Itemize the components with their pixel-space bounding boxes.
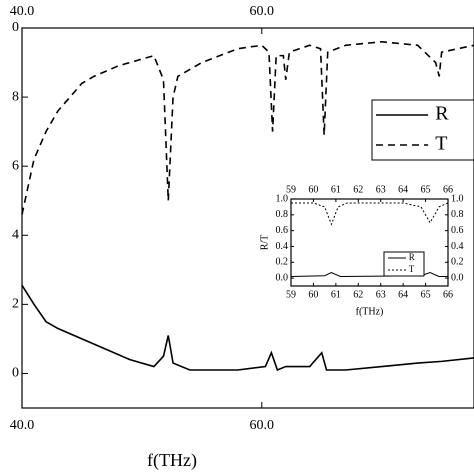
x-tick-label: 62 xyxy=(353,289,363,300)
y-tick-label: 4 xyxy=(12,227,19,242)
y-tick-label: 0.2 xyxy=(276,257,289,268)
x-tick-label: 66 xyxy=(443,289,453,300)
x-top-tick-label: 63 xyxy=(376,184,386,195)
y-right-tick-label: 0.6 xyxy=(451,225,464,236)
y-right-tick-label: 0.2 xyxy=(451,257,464,268)
y-tick-label: 1.0 xyxy=(276,193,289,204)
line-series xyxy=(290,272,448,278)
x-top-tick-label: 40.0 xyxy=(10,4,35,19)
x-tick-label: 60 xyxy=(308,289,318,300)
y-right-tick-label: 0.8 xyxy=(451,209,464,220)
x-top-tick-label: 61 xyxy=(331,184,341,195)
x-top-tick-label: 62 xyxy=(353,184,363,195)
x-axis-label: f(THz) xyxy=(147,450,197,471)
y-right-tick-label: 0.4 xyxy=(451,241,464,252)
y-tick-label: 0 xyxy=(12,20,19,35)
y-tick-label: 0 xyxy=(12,366,19,381)
x-tick-label: 40.0 xyxy=(10,418,35,433)
y-tick-label: 8 xyxy=(12,89,19,104)
legend-box xyxy=(371,99,474,161)
y-tick-label: 0.8 xyxy=(276,209,289,220)
x-top-tick-label: 60.0 xyxy=(250,4,275,19)
x-tick-label: 59 xyxy=(286,289,296,300)
x-tick-label: 64 xyxy=(398,289,408,300)
x-tick-label: 63 xyxy=(376,289,386,300)
x-top-tick-label: 64 xyxy=(398,184,408,195)
y-tick-label: 0.4 xyxy=(276,241,289,252)
line-series xyxy=(21,284,474,372)
x-tick-label: 60.0 xyxy=(250,418,275,433)
x-top-tick-label: 66 xyxy=(443,184,453,195)
legend-label: R xyxy=(409,252,415,262)
legend-box xyxy=(383,251,425,277)
y-right-tick-label: 0.0 xyxy=(451,272,464,283)
legend-label: T xyxy=(409,264,415,274)
y-tick-label: 6 xyxy=(12,158,19,173)
y-tick-label: 0.6 xyxy=(276,225,289,236)
legend-label: R xyxy=(435,103,449,125)
y-axis-label: R/T xyxy=(259,235,270,251)
x-top-tick-label: 65 xyxy=(421,184,431,195)
line-series xyxy=(291,202,449,226)
x-top-tick-label: 59 xyxy=(286,184,296,195)
y-right-tick-label: 1.0 xyxy=(451,193,464,204)
line-series xyxy=(21,41,474,215)
x-tick-label: 65 xyxy=(421,289,431,300)
y-tick-label: 0.0 xyxy=(276,272,289,283)
x-tick-label: 61 xyxy=(331,289,341,300)
x-axis-label: f(THz) xyxy=(356,306,384,317)
legend-label: T xyxy=(435,133,447,155)
y-tick-label: 2 xyxy=(12,297,19,312)
x-top-tick-label: 60 xyxy=(308,184,318,195)
